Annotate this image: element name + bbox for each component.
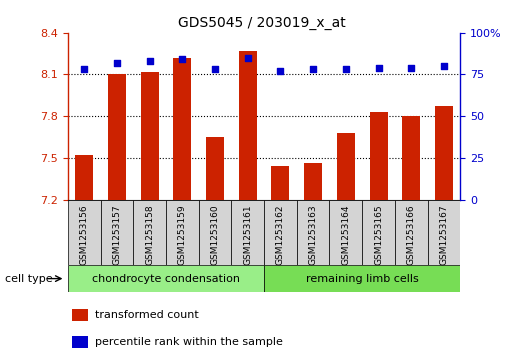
Text: chondrocyte condensation: chondrocyte condensation <box>92 274 240 284</box>
Text: percentile rank within the sample: percentile rank within the sample <box>96 337 283 347</box>
Point <box>342 66 350 72</box>
Point <box>178 57 187 62</box>
Point <box>440 63 448 69</box>
Bar <box>304 163 322 200</box>
Text: GSM1253160: GSM1253160 <box>211 204 220 265</box>
Bar <box>166 200 199 265</box>
Text: GSM1253165: GSM1253165 <box>374 204 383 265</box>
Text: GSM1253163: GSM1253163 <box>309 204 317 265</box>
Point <box>244 55 252 61</box>
Bar <box>75 155 93 200</box>
Text: remaining limb cells: remaining limb cells <box>306 274 418 284</box>
Text: GSM1253166: GSM1253166 <box>407 204 416 265</box>
Point <box>145 58 154 64</box>
Bar <box>297 200 329 265</box>
Bar <box>402 116 420 200</box>
Bar <box>239 51 257 200</box>
Bar <box>206 137 224 200</box>
Bar <box>370 112 388 200</box>
Point <box>276 68 285 74</box>
Point <box>309 66 317 72</box>
Bar <box>141 72 158 200</box>
Bar <box>264 265 460 292</box>
Point <box>80 66 88 72</box>
Text: cell type: cell type <box>5 274 53 284</box>
Text: GDS5045 / 203019_x_at: GDS5045 / 203019_x_at <box>178 16 345 30</box>
Bar <box>329 200 362 265</box>
Text: GSM1253156: GSM1253156 <box>80 204 89 265</box>
Text: GSM1253167: GSM1253167 <box>439 204 448 265</box>
Bar <box>108 74 126 200</box>
Text: GSM1253162: GSM1253162 <box>276 204 285 265</box>
Bar <box>68 265 264 292</box>
Point <box>374 65 383 71</box>
Text: GSM1253161: GSM1253161 <box>243 204 252 265</box>
Bar <box>362 200 395 265</box>
Text: GSM1253157: GSM1253157 <box>112 204 121 265</box>
Text: transformed count: transformed count <box>96 310 199 320</box>
Bar <box>264 200 297 265</box>
Bar <box>133 200 166 265</box>
Bar <box>72 309 88 321</box>
Bar <box>199 200 231 265</box>
Text: GSM1253164: GSM1253164 <box>342 204 350 265</box>
Bar <box>395 200 428 265</box>
Point <box>407 65 415 71</box>
Bar <box>428 200 460 265</box>
Bar <box>100 200 133 265</box>
Bar <box>271 166 289 200</box>
Bar <box>68 200 100 265</box>
Point <box>113 60 121 66</box>
Bar <box>72 336 88 348</box>
Bar <box>337 133 355 200</box>
Bar <box>174 58 191 200</box>
Bar <box>435 106 453 200</box>
Point <box>211 66 219 72</box>
Text: GSM1253158: GSM1253158 <box>145 204 154 265</box>
Text: GSM1253159: GSM1253159 <box>178 204 187 265</box>
Bar <box>231 200 264 265</box>
